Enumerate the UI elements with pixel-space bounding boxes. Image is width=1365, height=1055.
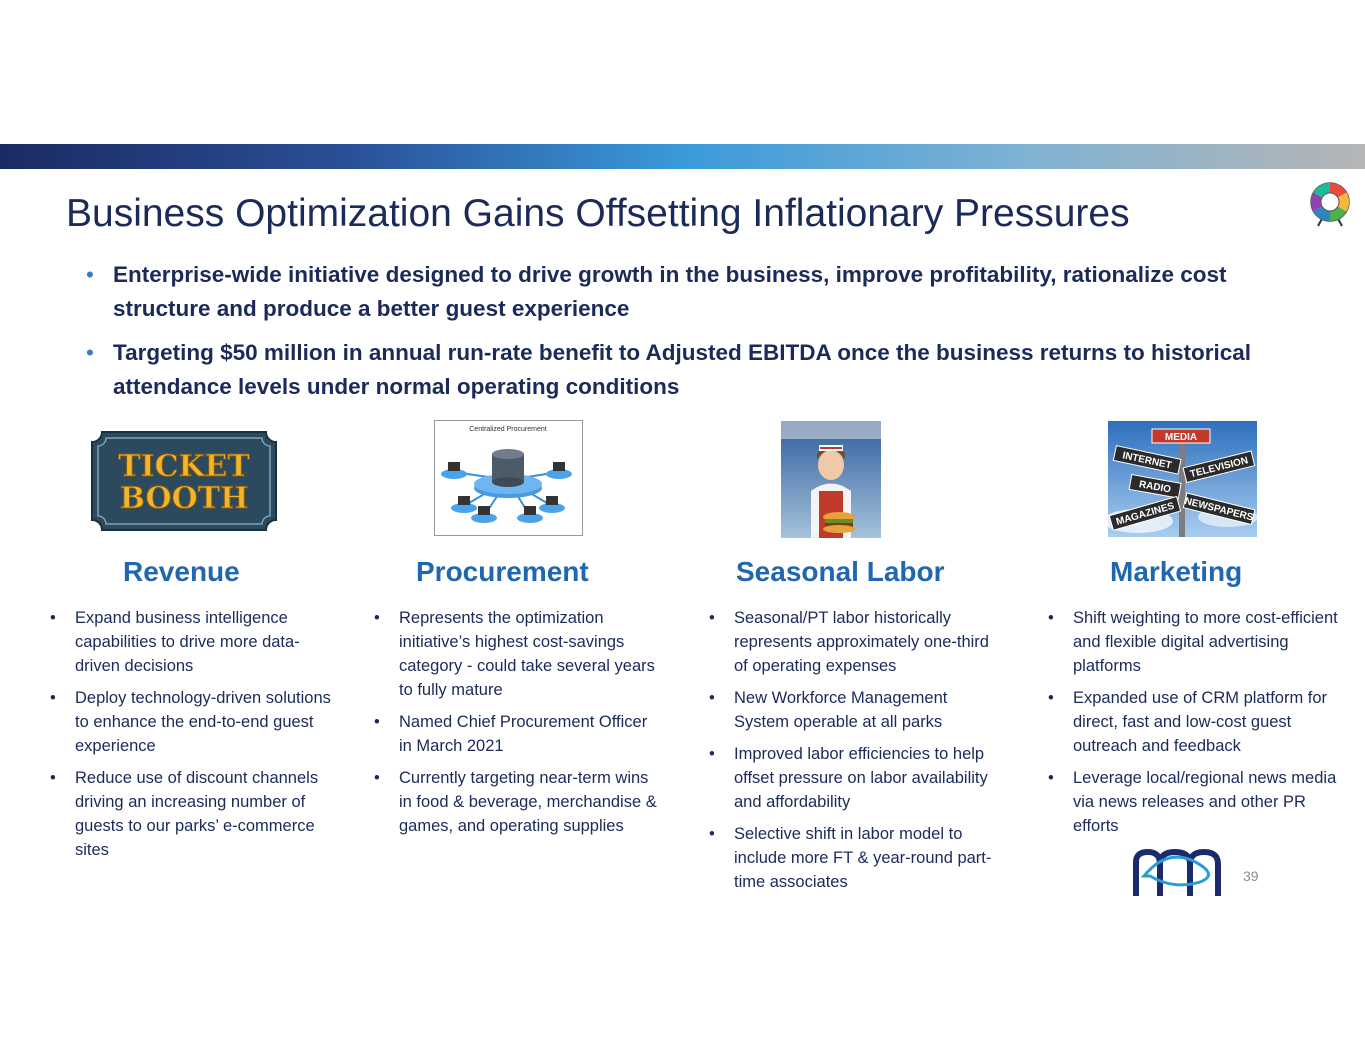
- list-item: Named Chief Procurement Officer in March…: [374, 710, 664, 758]
- list-item: Selective shift in labor model to includ…: [709, 822, 999, 894]
- procurement-heading: Procurement: [416, 556, 589, 587]
- ticket-text: TICKET: [118, 449, 250, 484]
- revenue-heading: Revenue: [123, 556, 240, 587]
- list-item: Leverage local/regional news media via n…: [1048, 766, 1338, 838]
- revenue-bullet-list: Expand business intelligence capabilitie…: [50, 606, 340, 870]
- media-signpost-icon: MEDIA INTERNET TELEVISION RADIO MAGAZINE…: [1108, 421, 1257, 537]
- list-item: Deploy technology-driven solutions to en…: [50, 686, 340, 758]
- food-service-worker-photo-icon: [781, 421, 881, 538]
- centralized-procurement-diagram-icon: Centralized Procurement: [434, 420, 583, 536]
- intro-bullet-list: Enterprise-wide initiative designed to d…: [86, 258, 1286, 414]
- list-item: Improved labor efficiencies to help offs…: [709, 742, 999, 814]
- intro-bullet: Targeting $50 million in annual run-rate…: [86, 336, 1286, 404]
- company-logo-icon: [1133, 848, 1221, 896]
- list-item: Represents the optimization initiative’s…: [374, 606, 664, 702]
- marketing-heading: Marketing: [1110, 556, 1243, 587]
- sign-media: MEDIA: [1165, 432, 1197, 443]
- list-item: New Workforce Management System operable…: [709, 686, 999, 734]
- list-item: Currently targeting near-term wins in fo…: [374, 766, 664, 838]
- list-item: Seasonal/PT labor historically represent…: [709, 606, 999, 678]
- list-item: Expand business intelligence capabilitie…: [50, 606, 340, 678]
- seasonal-labor-heading: Seasonal Labor: [736, 556, 945, 587]
- ticket-booth-sign-icon: TICKET BOOTH: [91, 431, 277, 531]
- procurement-bullet-list: Represents the optimization initiative’s…: [374, 606, 664, 846]
- list-item: Expanded use of CRM platform for direct,…: [1048, 686, 1338, 758]
- marketing-bullet-list: Shift weighting to more cost-efficient a…: [1048, 606, 1338, 846]
- list-item: Shift weighting to more cost-efficient a…: [1048, 606, 1338, 678]
- intro-bullet: Enterprise-wide initiative designed to d…: [86, 258, 1286, 326]
- booth-text: BOOTH: [120, 481, 249, 516]
- slide-title: Business Optimization Gains Offsetting I…: [66, 192, 1130, 235]
- list-item: Reduce use of discount channels driving …: [50, 766, 340, 862]
- seasonal-labor-bullet-list: Seasonal/PT labor historically represent…: [709, 606, 999, 902]
- ferris-wheel-logo-icon: [1310, 182, 1350, 227]
- header-gradient-band: [0, 144, 1365, 169]
- procurement-caption: Centralized Procurement: [469, 426, 546, 433]
- page-number: 39: [1243, 868, 1259, 884]
